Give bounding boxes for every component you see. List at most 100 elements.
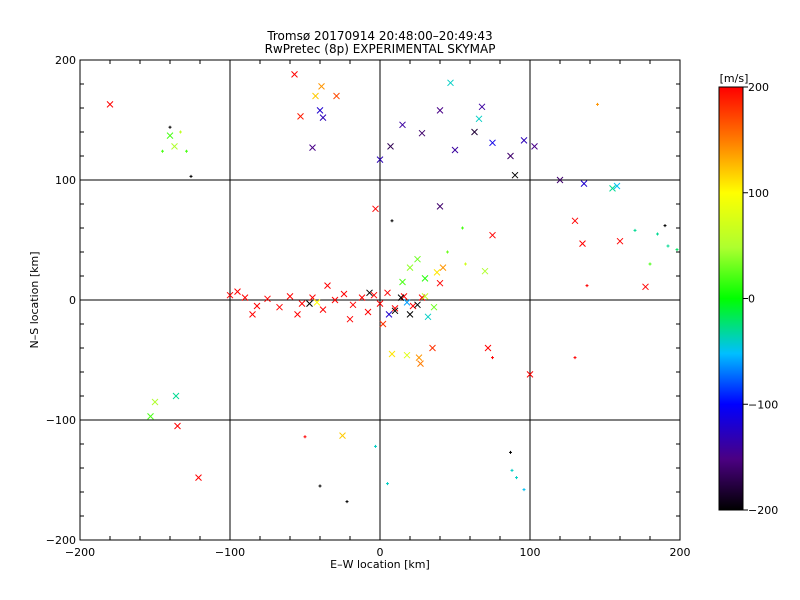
data-point — [433, 269, 441, 276]
data-point — [573, 356, 577, 360]
data-point — [475, 115, 483, 123]
data-point — [609, 185, 616, 192]
data-point — [185, 149, 188, 153]
data-point — [346, 315, 354, 323]
data-point — [174, 422, 181, 430]
data-point — [253, 302, 261, 310]
data-point — [358, 294, 366, 301]
data-point — [421, 293, 429, 300]
data-point — [276, 303, 283, 311]
data-point — [580, 180, 588, 187]
data-point — [151, 398, 159, 406]
data-point — [349, 301, 357, 309]
data-point — [391, 307, 399, 315]
data-point — [571, 217, 579, 225]
data-point — [531, 143, 538, 150]
data-point — [387, 143, 394, 150]
data-point — [306, 300, 313, 307]
data-point — [316, 107, 324, 114]
data-point — [461, 226, 464, 230]
data-point — [374, 444, 377, 448]
axis-ticks — [79, 59, 681, 541]
data-point — [168, 125, 172, 129]
data-point — [409, 302, 417, 310]
chart-title: Tromsø 20170914 20:48:00–20:49:43 — [266, 29, 492, 43]
data-point — [286, 293, 294, 300]
data-point — [484, 344, 492, 352]
colorbar — [718, 86, 744, 511]
data-point — [436, 203, 444, 210]
data-point — [616, 237, 624, 245]
data-point — [415, 354, 423, 361]
data-point — [376, 156, 384, 163]
data-point — [189, 174, 193, 178]
data-point — [161, 149, 164, 153]
data-point — [294, 311, 301, 318]
data-point — [585, 284, 589, 288]
data-point — [656, 232, 659, 236]
data-point — [406, 264, 414, 271]
data-point — [324, 282, 331, 289]
data-point — [489, 231, 496, 239]
data-point — [436, 107, 444, 114]
colorbar-tick-label: −200 — [748, 504, 778, 517]
y-axis-label: N–S location [km] — [28, 251, 41, 348]
data-point — [319, 114, 327, 121]
y-tick-label: 200 — [55, 54, 76, 67]
data-point — [172, 392, 180, 400]
data-point — [171, 143, 178, 150]
data-point — [424, 313, 432, 321]
data-point — [436, 279, 444, 287]
data-point — [312, 92, 319, 100]
data-point — [388, 350, 396, 358]
data-point — [663, 224, 667, 228]
data-point — [451, 146, 459, 154]
data-point — [429, 344, 436, 352]
data-point — [430, 303, 438, 311]
data-point — [642, 283, 649, 291]
data-point — [511, 171, 519, 179]
data-point — [418, 129, 426, 137]
data-point — [481, 267, 489, 275]
colorbar-ticks — [743, 86, 748, 511]
data-point — [366, 289, 373, 297]
colorbar-tick-labels: 200 100 0 −100 −200 — [748, 81, 778, 517]
data-point — [364, 308, 372, 316]
data-point — [331, 296, 339, 304]
data-point — [489, 139, 496, 147]
x-axis-label: E–W location [km] — [330, 558, 430, 571]
data-point — [522, 488, 526, 492]
data-point — [390, 219, 394, 223]
data-point — [507, 152, 514, 160]
data-point — [399, 278, 406, 286]
data-point — [264, 295, 271, 303]
y-tick-label: 100 — [55, 174, 76, 187]
grid-lines — [80, 60, 680, 540]
data-point — [397, 294, 405, 301]
data-point — [226, 291, 234, 299]
data-point — [526, 371, 534, 378]
data-points — [106, 71, 679, 504]
colorbar-tick-label: 200 — [748, 81, 769, 94]
data-point — [464, 262, 467, 266]
data-point — [309, 144, 316, 151]
data-point — [556, 176, 564, 184]
data-point — [596, 102, 599, 106]
data-point — [339, 432, 346, 439]
colorbar-tick-label: 0 — [748, 293, 755, 306]
x-tick-label: 200 — [670, 546, 691, 559]
data-point — [403, 299, 411, 306]
data-point — [298, 300, 306, 307]
data-point — [376, 300, 384, 307]
data-point — [406, 311, 414, 318]
data-point — [666, 244, 670, 248]
data-point — [414, 301, 421, 309]
data-point — [648, 262, 652, 266]
data-point — [471, 128, 478, 136]
x-tick-label: 0 — [377, 546, 384, 559]
x-tick-label: −200 — [65, 546, 95, 559]
x-tick-label: −100 — [215, 546, 245, 559]
data-point — [291, 71, 298, 78]
data-point — [421, 275, 429, 282]
